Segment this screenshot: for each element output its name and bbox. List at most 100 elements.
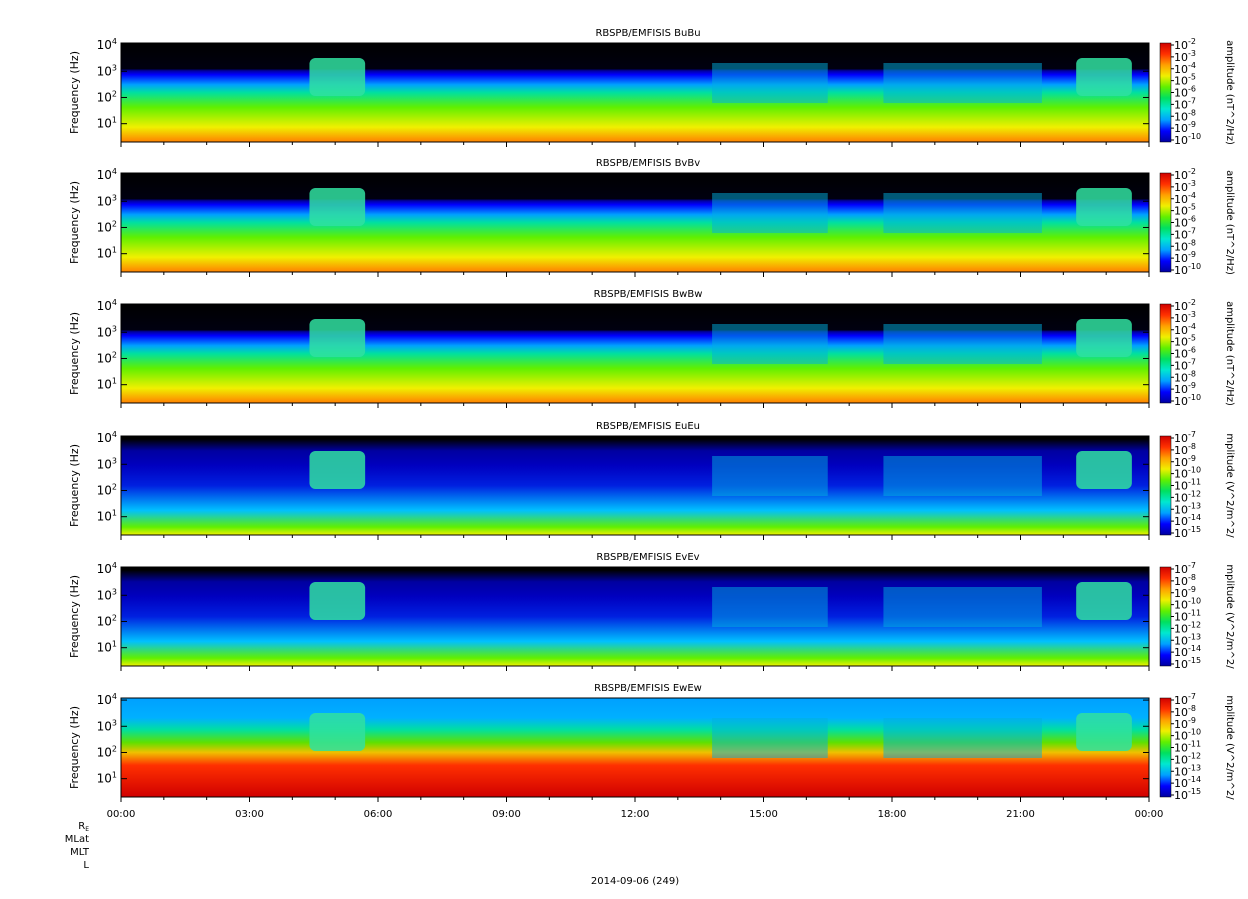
hiss-patch	[883, 324, 1042, 364]
colorbar	[1159, 697, 1172, 798]
chorus-band	[309, 58, 366, 96]
colorbar-tick-label: 10-8	[1174, 704, 1196, 719]
y-tick-label: 101	[97, 116, 117, 131]
panel-2: RBSPB/EMFISIS BvBv Frequency (Hz) 101 102 10…	[68, 158, 1235, 277]
colorbar-tick-label: 10-4	[1174, 322, 1196, 337]
colorbar-tick-label: 10-14	[1174, 644, 1201, 659]
colorbar-label: mplitude (V^2/m^2/	[1224, 433, 1235, 538]
colorbar-tick-label: 10-14	[1174, 513, 1201, 528]
colorbar-tick-label: 10-15	[1174, 787, 1201, 802]
panel-title: RBSPB/EMFISIS BwBw	[594, 289, 703, 300]
y-tick-label: 101	[97, 771, 117, 786]
y-tick-label: 101	[97, 377, 117, 392]
colorbar-tick-label: 10-8	[1174, 108, 1196, 123]
x-tick-label: 03:00	[235, 809, 264, 820]
colorbar-label: amplitude (nT^2/Hz)	[1224, 40, 1235, 145]
colorbar-tick-label: 10-9	[1174, 120, 1196, 135]
colorbar-tick-label: 10-13	[1174, 501, 1201, 516]
colorbar-tick-label: 10-3	[1174, 179, 1196, 194]
colorbar	[1159, 172, 1172, 273]
panel-title: RBSPB/EMFISIS BvBv	[596, 158, 700, 169]
chorus-band	[1076, 713, 1132, 751]
hiss-patch	[712, 63, 828, 103]
y-tick-label: 102	[97, 89, 117, 104]
y-tick-label: 102	[97, 613, 117, 628]
chorus-band	[309, 451, 366, 489]
colorbar-tick-label: 10-11	[1174, 740, 1201, 755]
colorbar-tick-label: 10-13	[1174, 763, 1201, 778]
x-tick-label: 00:00	[107, 809, 136, 820]
time-axis: 00:00 03:00 06:00 09:00 12:00 15:00 18:00 21:00…	[107, 809, 1164, 820]
panel-title: RBSPB/EMFISIS BuBu	[595, 28, 700, 39]
colorbar-label: amplitude (nT^2/Hz)	[1224, 301, 1235, 406]
chorus-band	[1076, 319, 1132, 357]
y-tick-label: 104	[97, 561, 117, 576]
y-tick-label: 104	[97, 298, 117, 313]
colorbar-tick-label: 10-6	[1174, 346, 1196, 361]
colorbar-tick-label: 10-10	[1174, 728, 1201, 743]
panel-title: RBSPB/EMFISIS EvEv	[596, 552, 699, 563]
y-tick-label: 102	[97, 744, 117, 759]
colorbar-tick-label: 10-8	[1174, 573, 1196, 588]
colorbar-tick-label: 10-9	[1174, 716, 1196, 731]
colorbar-tick-label: 10-2	[1174, 298, 1196, 313]
panel-1: RBSPB/EMFISIS BuBu Frequency (Hz) 101 102 10…	[68, 28, 1235, 147]
hiss-patch	[883, 193, 1042, 233]
y-tick-label: 104	[97, 692, 117, 707]
y-tick-label: 103	[97, 587, 117, 602]
y-tick-label: 103	[97, 718, 117, 733]
colorbar-tick-label: 10-3	[1174, 49, 1196, 64]
y-axis-label: Frequency (Hz)	[68, 51, 81, 134]
colorbar-label: mplitude (V^2/m^2/	[1224, 564, 1235, 669]
y-axis-label: Frequency (Hz)	[68, 444, 81, 527]
hiss-patch	[883, 456, 1042, 496]
colorbar	[1159, 42, 1172, 143]
colorbar-tick-label: 10-7	[1174, 692, 1196, 707]
y-tick-label: 103	[97, 456, 117, 471]
y-tick-label: 102	[97, 350, 117, 365]
orbit-label: MLT	[70, 847, 90, 858]
hiss-patch	[883, 718, 1042, 758]
colorbar-tick-label: 10-5	[1174, 334, 1196, 349]
hiss-patch	[712, 456, 828, 496]
orbit-label: MLat	[65, 834, 89, 845]
chorus-band	[309, 188, 366, 226]
x-tick-label: 21:00	[1006, 809, 1035, 820]
colorbar-tick-label: 10-6	[1174, 215, 1196, 230]
colorbar-tick-label: 10-4	[1174, 61, 1196, 76]
colorbar-tick-label: 10-9	[1174, 585, 1196, 600]
chorus-band	[309, 713, 366, 751]
chorus-band	[309, 319, 366, 357]
colorbar-tick-label: 10-3	[1174, 310, 1196, 325]
hiss-patch	[883, 63, 1042, 103]
x-tick-label: 15:00	[749, 809, 778, 820]
y-tick-label: 102	[97, 482, 117, 497]
chorus-band	[309, 582, 366, 620]
chorus-band	[1076, 58, 1132, 96]
y-tick-label: 103	[97, 63, 117, 78]
colorbar-tick-label: 10-9	[1174, 250, 1196, 265]
colorbar-tick-label: 10-11	[1174, 609, 1201, 624]
colorbar-tick-label: 10-9	[1174, 381, 1196, 396]
y-tick-label: 101	[97, 509, 117, 524]
orbit-label: L	[83, 860, 89, 871]
panel-5: RBSPB/EMFISIS EvEv Frequency (Hz) 101 102 10…	[68, 552, 1235, 671]
colorbar-tick-label: 10-5	[1174, 73, 1196, 88]
colorbar-tick-label: 10-15	[1174, 525, 1201, 540]
colorbar-tick-label: 10-10	[1174, 262, 1201, 277]
panel-4: RBSPB/EMFISIS EuEu Frequency (Hz) 101 102 10…	[68, 421, 1235, 540]
orbit-label: RE	[78, 821, 89, 833]
colorbar-tick-label: 10-10	[1174, 597, 1201, 612]
colorbar	[1159, 303, 1172, 404]
y-tick-label: 103	[97, 193, 117, 208]
hiss-patch	[712, 324, 828, 364]
y-tick-label: 104	[97, 37, 117, 52]
y-tick-label: 102	[97, 219, 117, 234]
colorbar-label: mplitude (V^2/m^2/	[1224, 695, 1235, 800]
y-tick-label: 101	[97, 640, 117, 655]
colorbar-tick-label: 10-10	[1174, 132, 1201, 147]
x-tick-label: 18:00	[878, 809, 907, 820]
colorbar-tick-label: 10-8	[1174, 442, 1196, 457]
